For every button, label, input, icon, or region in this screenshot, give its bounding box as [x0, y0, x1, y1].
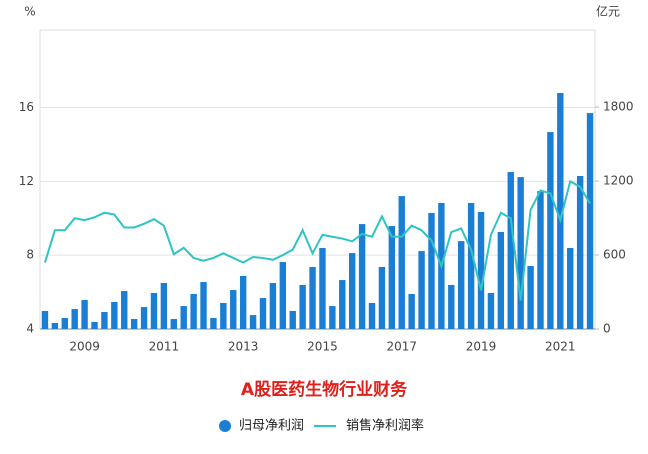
bar [567, 247, 574, 329]
bar [111, 301, 118, 329]
bar [408, 293, 415, 329]
bar [200, 282, 207, 329]
y2-tick-label: 0 [603, 322, 611, 336]
legend-label: 归母净利润 [239, 419, 304, 434]
bar [170, 319, 177, 329]
bar [81, 300, 88, 329]
y-tick-label: 8 [26, 248, 34, 262]
bar [289, 310, 296, 329]
bar [477, 211, 485, 329]
y2-tick-label: 1200 [603, 174, 634, 188]
bar [339, 280, 346, 329]
x-tick-label: 2019 [466, 340, 497, 354]
bar [309, 266, 316, 329]
x-tick-label: 2021 [545, 340, 576, 354]
bar [586, 113, 594, 329]
bar [388, 226, 396, 329]
x-tick-label: 2009 [69, 340, 100, 354]
bar [210, 318, 217, 329]
x-tick-label: 2013 [228, 340, 259, 354]
y-axis-label: % [24, 5, 35, 19]
bar [319, 247, 326, 329]
bar [130, 319, 138, 329]
bar [230, 290, 237, 329]
bar [140, 307, 148, 329]
bar [428, 212, 435, 329]
y-tick-label: 4 [26, 322, 34, 336]
bar [348, 253, 356, 329]
bar [71, 309, 78, 329]
bar [51, 322, 59, 329]
bar [160, 283, 168, 329]
bar [517, 177, 524, 329]
bar [448, 284, 455, 329]
bar [249, 315, 257, 329]
y2-axis-label: 亿元 [596, 4, 620, 19]
bar [329, 306, 336, 329]
bar [527, 265, 534, 329]
bar [576, 175, 584, 329]
bar [368, 302, 376, 329]
bar [269, 283, 277, 329]
bar [467, 202, 475, 329]
y-tick-label: 16 [19, 100, 34, 114]
bar [180, 306, 187, 329]
x-tick-label: 2015 [307, 340, 338, 354]
bar [41, 310, 49, 329]
bar [61, 318, 68, 329]
x-tick-label: 2011 [149, 340, 180, 354]
y2-tick-label: 600 [603, 248, 626, 262]
bar [458, 241, 465, 329]
legend-label: 销售净利润率 [346, 418, 424, 434]
line [44, 179, 591, 301]
bar [497, 231, 505, 329]
bar [299, 284, 306, 329]
chart-title: A股医药生物行业财务 [241, 379, 408, 400]
bar [378, 266, 386, 329]
bar [507, 172, 514, 329]
bar [418, 251, 425, 329]
bar [358, 224, 366, 329]
bar [547, 132, 554, 329]
bar [150, 292, 158, 329]
x-tick-label: 2017 [386, 340, 417, 354]
y2-tick-label: 1800 [603, 100, 634, 114]
bar [279, 262, 287, 329]
bar [190, 293, 197, 329]
bar [220, 302, 227, 329]
legend-marker [219, 420, 231, 432]
bar [101, 311, 108, 329]
bar [259, 298, 267, 329]
y-tick-label: 12 [19, 174, 34, 188]
bar [91, 321, 98, 329]
bar [121, 291, 128, 329]
bar [537, 191, 544, 329]
bar [239, 275, 247, 329]
bar [398, 196, 405, 329]
bar [557, 93, 564, 330]
bar [487, 292, 495, 329]
